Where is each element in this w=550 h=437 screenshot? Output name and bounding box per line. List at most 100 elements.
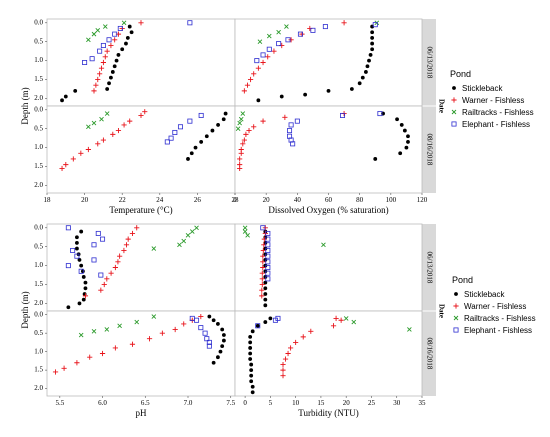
point-elephant	[202, 330, 208, 336]
point-warner	[246, 127, 252, 134]
subpanel-date2	[234, 310, 423, 397]
y-tick-label: 1.0	[34, 261, 43, 269]
point-warner	[255, 65, 261, 71]
point-stickleback	[204, 134, 209, 139]
subpanel-date2	[234, 105, 423, 194]
point-warner	[100, 137, 106, 143]
point-elephant	[265, 253, 271, 259]
point-stickleback	[248, 351, 253, 356]
point-stickleback	[357, 81, 362, 86]
point-warner	[112, 345, 118, 351]
point-elephant	[377, 111, 383, 117]
point-warner	[121, 247, 127, 254]
point-warner	[98, 287, 104, 293]
point-stickleback	[107, 81, 111, 86]
point-warner	[129, 230, 136, 237]
point-elephant	[91, 257, 97, 263]
legend-title: Pond	[450, 69, 471, 79]
point-railtracks	[238, 116, 244, 122]
x-tick-label: 35	[419, 399, 427, 407]
point-warner	[251, 124, 257, 130]
point-elephant	[206, 339, 212, 345]
point-warner	[260, 247, 266, 254]
legend-bottom: Pond Stickleback Warner - Fishless Railtrac…	[452, 275, 536, 335]
legend-marker-elephant	[451, 121, 457, 127]
point-stickleback	[263, 297, 268, 302]
point-elephant	[265, 276, 271, 282]
point-warner	[97, 71, 103, 77]
point-warner	[259, 270, 265, 276]
point-elephant	[112, 31, 118, 37]
point-warner	[110, 131, 116, 137]
x-tick-label: 0	[233, 196, 237, 204]
point-warner	[260, 118, 266, 124]
point-railtracks	[189, 229, 195, 234]
point-warner	[108, 42, 114, 49]
point-elephant	[288, 122, 294, 128]
point-elephant	[65, 225, 71, 231]
point-warner	[134, 225, 140, 231]
point-stickleback	[120, 47, 125, 52]
point-railtracks	[257, 39, 263, 45]
point-elephant	[100, 236, 106, 242]
point-warner	[287, 345, 294, 351]
point-stickleback	[216, 322, 220, 326]
point-stickleback	[406, 140, 410, 144]
y-axis-label: Depth (m)	[20, 87, 30, 124]
point-warner	[104, 276, 110, 282]
y-tick-label: 1.0	[34, 347, 43, 355]
point-warner	[99, 350, 106, 357]
point-elephant	[100, 42, 106, 48]
point-warner	[115, 127, 122, 134]
point-stickleback	[263, 258, 268, 262]
point-elephant	[98, 272, 104, 278]
point-stickleback	[263, 286, 268, 291]
point-stickleback	[404, 145, 409, 150]
point-elephant	[82, 60, 88, 66]
point-elephant	[265, 247, 271, 253]
legend-marker-warner	[453, 303, 459, 309]
point-warner	[237, 165, 243, 172]
subpanel-date1	[234, 18, 423, 107]
x-tick-label: 5	[269, 399, 273, 407]
x-axis-label: pH	[136, 408, 148, 418]
point-railtracks	[407, 327, 412, 332]
point-stickleback	[218, 349, 223, 354]
legend-label-railtracks: Railtracks - Fishless	[464, 314, 536, 323]
point-warner	[238, 150, 244, 156]
x-tick-label: 100	[386, 196, 397, 204]
point-warner	[117, 253, 123, 259]
point-railtracks	[86, 124, 91, 130]
point-stickleback	[255, 323, 260, 328]
point-warner	[280, 361, 286, 368]
y-tick-label: 0.0	[34, 105, 43, 113]
point-stickleback	[263, 252, 268, 257]
y-tick-label: 1.5	[34, 280, 43, 288]
strip-date-title: Date	[437, 99, 445, 113]
x-tick-label: 0	[243, 399, 247, 407]
point-railtracks	[242, 225, 248, 231]
point-warner	[244, 82, 251, 88]
y-axis-label: Depth (m)	[20, 291, 30, 328]
point-stickleback	[66, 305, 71, 310]
legend-label-railtracks: Railtracks - Fishless	[462, 108, 534, 117]
point-stickleback	[263, 280, 268, 285]
y-tick-label: 2.0	[34, 94, 43, 102]
point-elephant	[254, 58, 260, 64]
x-tick-label: 7.5	[226, 399, 235, 407]
legend-label-elephant: Elephant - Fishless	[464, 326, 532, 335]
strip-date-2: 08/16/2018	[425, 134, 433, 166]
point-warner	[59, 165, 65, 172]
x-tick-label: 6.0	[98, 399, 107, 407]
point-stickleback	[370, 41, 375, 46]
point-warner	[333, 315, 339, 321]
point-stickleback	[110, 70, 115, 74]
y-tick-label: 1.5	[34, 75, 43, 83]
point-stickleback	[326, 88, 331, 93]
point-warner	[125, 236, 131, 242]
point-railtracks	[102, 24, 108, 29]
point-elephant	[265, 242, 271, 248]
point-warner	[260, 259, 266, 265]
point-elephant	[204, 336, 210, 342]
point-stickleback	[398, 151, 403, 156]
